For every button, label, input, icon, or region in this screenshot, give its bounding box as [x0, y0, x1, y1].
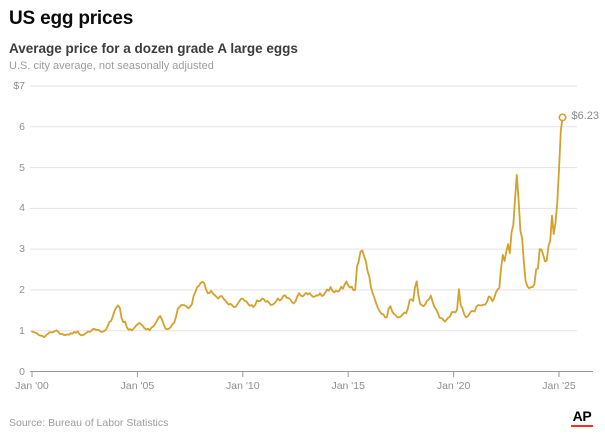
- end-point-marker: [558, 113, 567, 122]
- x-tick-label: Jan '00: [15, 380, 49, 392]
- ap-logo-underline: [571, 424, 593, 427]
- chart-title: US egg prices: [9, 8, 134, 29]
- chart-note: U.S. city average, not seasonally adjust…: [9, 60, 214, 72]
- y-tick-label: 2: [19, 283, 25, 296]
- x-tick-label: Jan '10: [226, 380, 260, 392]
- y-tick-label: 0: [19, 365, 25, 378]
- x-tick-label: Jan '20: [436, 380, 471, 392]
- chart-subtitle: Average price for a dozen grade A large …: [9, 41, 298, 56]
- ap-logo: AP: [571, 409, 593, 427]
- y-tick-label: 1: [19, 324, 25, 337]
- ap-logo-text: AP: [572, 408, 592, 424]
- source-credit: Source: Bureau of Labor Statistics: [9, 417, 169, 429]
- y-tick-label: 5: [19, 161, 25, 174]
- end-value-label: $6.23: [571, 110, 600, 123]
- egg-price-line: [31, 116, 564, 339]
- x-tick-label: Jan '25: [542, 380, 576, 392]
- x-tick-label: Jan '05: [120, 380, 155, 392]
- y-tick-label: 4: [19, 202, 25, 215]
- y-tick-label: 6: [19, 120, 25, 133]
- y-tick-label: 3: [19, 243, 25, 256]
- x-tick-label: Jan '15: [331, 380, 365, 392]
- y-tick-label: $7: [13, 79, 25, 92]
